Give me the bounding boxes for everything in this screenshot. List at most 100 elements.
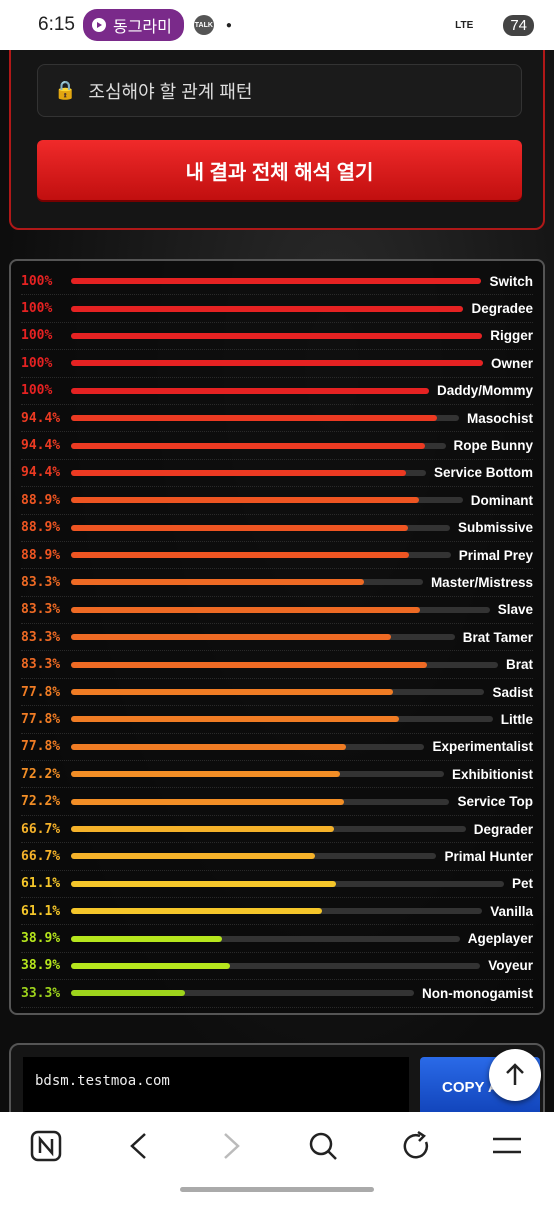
percent-label: 94.4% [21,438,61,454]
percent-label: 61.1% [21,903,61,919]
open-results-button[interactable]: 내 결과 전체 해석 열기 [37,140,522,200]
status-bar: 6:15 동그라미 TALK ● LTE 74 [0,0,554,50]
bar-track [71,305,464,312]
reload-icon[interactable] [403,1133,429,1159]
type-name: Master/Mistress [430,574,533,590]
percent-label: 83.3% [21,657,61,673]
summary-card: 🔒 조심해야 할 관계 패턴 내 결과 전체 해석 열기 [9,50,545,230]
percent-label: 77.8% [21,684,61,700]
type-name: Voyeur [488,958,533,974]
search-icon[interactable] [309,1132,333,1156]
bar-track [71,332,483,339]
type-name: Masochist [466,410,533,426]
bar-track [71,552,451,559]
result-row: 72.2% Exhibitionist [21,761,533,789]
percent-label: 66.7% [21,848,61,864]
type-name: Primal Hunter [444,848,533,864]
share-panel: bdsm.testmoa.com COPY A [9,1043,545,1112]
bar-track [71,415,459,422]
bar-fill [71,497,420,504]
result-row: 94.4% Rope Bunny [21,432,534,460]
result-row: 100% Degradee [21,295,533,323]
bar-track [71,689,485,696]
percent-label: 38.9% [21,931,61,947]
result-row: 77.8% Sadist [21,679,533,707]
result-row: 66.7% Primal Hunter [21,843,533,871]
bar-fill [71,469,407,476]
percent-label: 66.7% [21,821,61,837]
percent-label: 77.8% [21,711,61,727]
bar-fill [71,305,464,312]
bar-track [71,935,460,942]
result-row: 66.7% Degrader [21,816,533,844]
bar-fill [71,908,323,915]
result-row: 38.9% Ageplayer [21,925,533,953]
bar-fill [71,634,391,641]
bar-fill [71,771,341,778]
bar-fill [71,332,483,339]
bar-fill [71,826,335,832]
percent-label: 83.3% [21,629,61,645]
bar-fill [71,387,429,394]
bar-track [71,716,493,723]
menu-icon[interactable] [493,1137,521,1154]
result-row: 83.3% Brat [21,651,533,679]
bar-track [71,360,483,367]
scroll-top-button[interactable] [489,1049,541,1101]
clock: 6:15 [38,14,75,35]
percent-label: 77.8% [21,739,61,755]
type-name: Pet [511,876,533,892]
result-row: 72.2% Service Top [21,788,533,816]
app-pill[interactable]: 동그라미 [82,9,184,41]
type-name: Primal Prey [458,547,533,563]
bar-fill [71,579,365,586]
bar-fill [71,278,482,285]
bar-track [71,606,490,613]
type-name: Daddy/Mommy [436,383,533,399]
network: LTE [455,19,474,31]
bar-track [71,579,423,586]
type-name: Service Top [457,794,533,810]
bar-fill [71,935,223,942]
share-url[interactable]: bdsm.testmoa.com [23,1057,409,1112]
bar-track [71,908,483,915]
pill-text: 동그라미 [112,19,172,36]
locked-item[interactable]: 🔒 조심해야 할 관계 패턴 [37,64,522,117]
locked-label: 조심해야 할 관계 패턴 [88,81,253,102]
type-name: Brat Tamer [462,629,533,645]
type-name: Rope Bunny [453,438,534,454]
results-panel: 100% Switch 100% Degradee 100% Rigger 100% Owne… [9,259,545,1015]
bar-fill [71,743,346,750]
bar-fill [71,962,231,969]
percent-label: 100% [21,328,53,344]
result-row: 77.8% Little [21,706,533,734]
result-row: 83.3% Slave [21,597,533,625]
bar-track [71,661,498,668]
nav-icons [30,1130,521,1192]
type-name: Owner [490,355,533,371]
bar-track [71,469,426,476]
result-row: 88.9% Dominant [21,487,533,515]
bar-track [71,743,425,750]
bar-track [71,826,466,832]
bar-fill [71,880,336,887]
percent-label: 83.3% [21,574,61,590]
bar-track [71,990,414,997]
bar-track [71,278,482,285]
bar-fill [71,716,400,723]
type-name: Degradee [471,301,533,317]
result-row: 77.8% Experimentalist [21,734,533,762]
type-name: Service Bottom [433,465,533,481]
result-row: 38.9% Voyeur [21,953,533,981]
type-name: Sadist [492,684,533,700]
bar-track [71,524,450,531]
bar-track [71,497,463,504]
back-icon[interactable] [130,1133,146,1159]
home-icon[interactable] [30,1130,62,1162]
forward-icon[interactable] [224,1133,240,1159]
bar-fill [71,661,427,668]
percent-label: 100% [21,355,53,371]
type-name: Brat [505,657,533,673]
percent-label: 88.9% [21,492,61,508]
